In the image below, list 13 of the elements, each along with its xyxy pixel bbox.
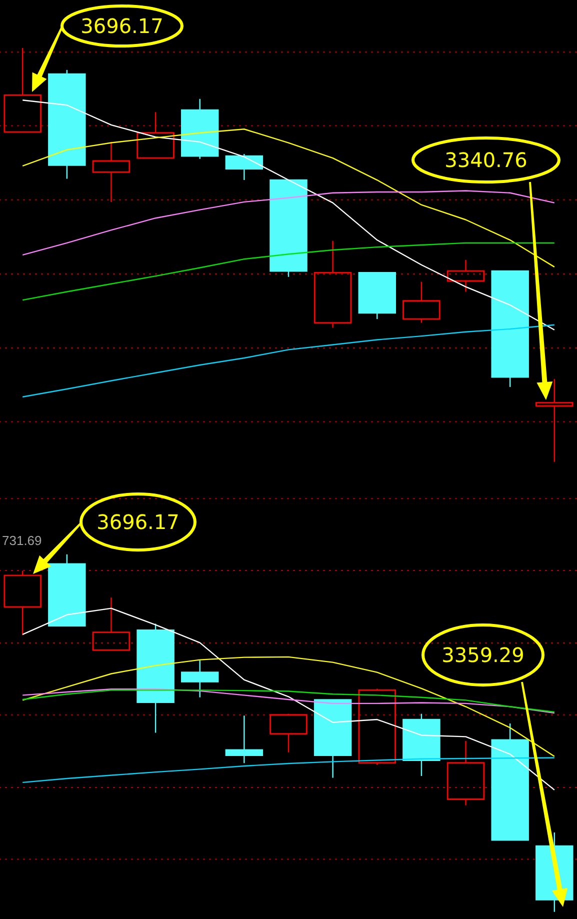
candlestick (92, 141, 130, 203)
annotation: 3340.76 (444, 148, 528, 172)
candlestick (225, 153, 264, 181)
candlestick (536, 378, 574, 462)
candlestick (314, 240, 352, 328)
candlestick (180, 660, 219, 698)
candlestick (225, 714, 264, 764)
annotation: 3359.29 (442, 643, 524, 667)
text: 3696.17 (96, 510, 180, 534)
candlestick (446, 259, 485, 292)
text: 3696.17 (80, 14, 164, 38)
text: 731.69 (2, 533, 42, 548)
candlestick (446, 740, 485, 806)
